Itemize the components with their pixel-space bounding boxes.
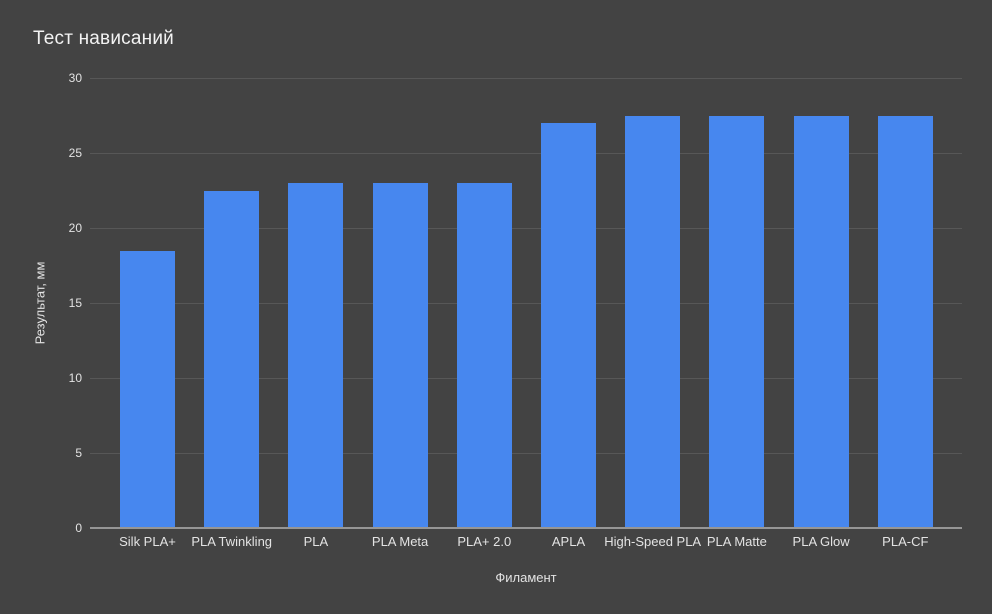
plot-area bbox=[90, 78, 962, 529]
y-tick-label: 0 bbox=[75, 521, 82, 535]
chart-title: Тест нависаний bbox=[33, 28, 174, 49]
bar-PLA Matte bbox=[709, 115, 765, 528]
bar-PLA Meta bbox=[372, 183, 428, 528]
y-tick-label: 5 bbox=[75, 446, 82, 460]
x-tick-label: Silk PLA+ bbox=[119, 534, 176, 549]
y-tick-label: 20 bbox=[68, 221, 82, 235]
gridline bbox=[90, 378, 962, 379]
x-tick-label: PLA-CF bbox=[882, 534, 929, 549]
y-tick-label: 25 bbox=[68, 146, 82, 160]
bar-PLA+ 2.0 bbox=[456, 183, 512, 528]
gridline bbox=[90, 303, 962, 304]
gridline bbox=[90, 78, 962, 79]
gridline bbox=[90, 453, 962, 454]
x-tick-label: PLA Matte bbox=[706, 534, 767, 549]
bar-High-Speed PLA bbox=[625, 115, 681, 528]
gridline bbox=[90, 153, 962, 154]
x-tick-label: High-Speed PLA bbox=[604, 534, 702, 549]
x-tick-label: PLA Glow bbox=[792, 534, 850, 549]
x-tick-label: PLA+ 2.0 bbox=[457, 534, 512, 549]
x-tick-label: APLA bbox=[551, 534, 586, 549]
x-axis-title: Филамент bbox=[495, 570, 557, 585]
y-tick-label: 10 bbox=[68, 371, 82, 385]
bar-PLA-CF bbox=[877, 115, 933, 528]
gridline bbox=[90, 228, 962, 229]
x-tick-label: PLA bbox=[303, 534, 329, 549]
x-tick-label: PLA Twinkling bbox=[191, 534, 273, 549]
x-axis-baseline bbox=[90, 527, 962, 529]
bar-PLA Twinkling bbox=[204, 190, 260, 528]
bar-PLA bbox=[288, 183, 344, 528]
y-tick-label: 30 bbox=[68, 71, 82, 85]
bar-APLA bbox=[541, 123, 596, 528]
bar-PLA Glow bbox=[793, 115, 849, 528]
x-tick-label: PLA Meta bbox=[371, 534, 429, 549]
bar-Silk PLA+ bbox=[120, 250, 175, 528]
y-tick-label: 15 bbox=[68, 296, 82, 310]
